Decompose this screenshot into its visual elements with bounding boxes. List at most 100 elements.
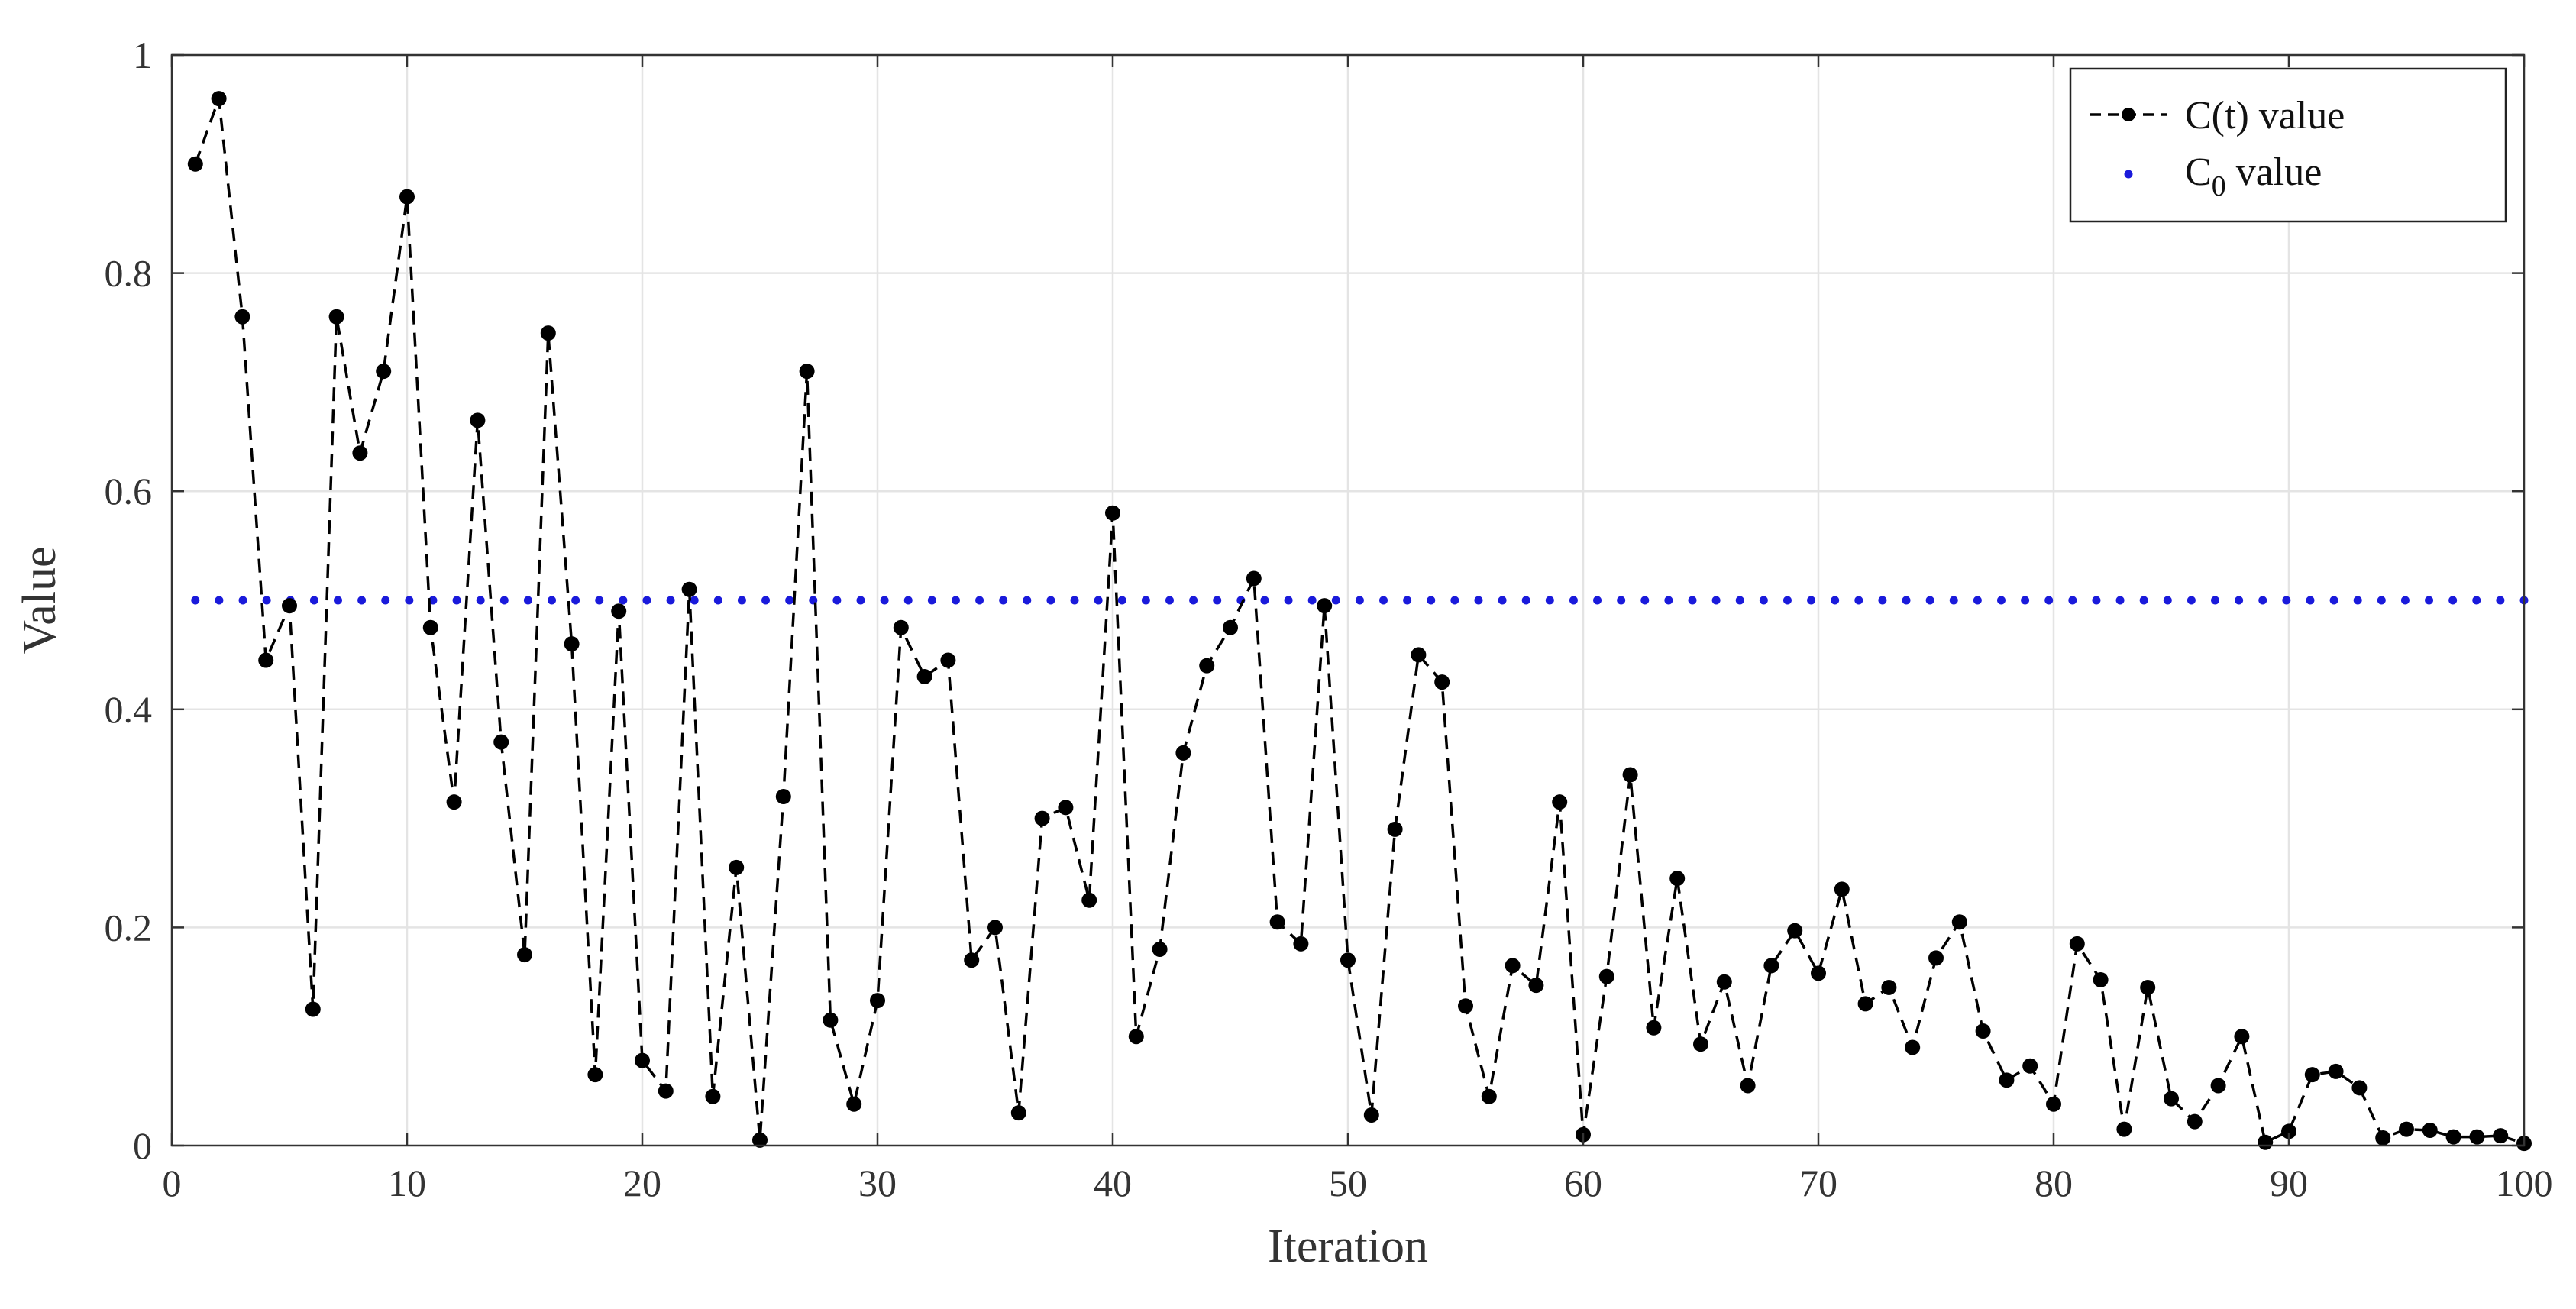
c0-dot xyxy=(1331,596,1340,605)
ct-data-point xyxy=(211,91,227,107)
c0-dot xyxy=(1854,596,1863,605)
c0-dot xyxy=(405,596,414,605)
y-axis-title: Value xyxy=(14,546,66,654)
c0-dot xyxy=(357,596,367,605)
c0-dot xyxy=(452,596,461,605)
ct-data-point xyxy=(2493,1128,2509,1144)
c0-dot xyxy=(2448,596,2458,605)
c0-dot xyxy=(1403,596,1412,605)
ct-data-point xyxy=(1034,810,1050,826)
c0-dot xyxy=(1925,596,1934,605)
ct-data-point xyxy=(517,947,532,963)
ct-data-point xyxy=(940,652,956,668)
c0-dot xyxy=(1711,596,1721,605)
c0-dot xyxy=(2235,596,2244,605)
tick-layer: 0 10 20 30 40 50 60 70 80 90 100 0 0.2 0.4 0.6 0.8 1 xyxy=(105,34,2553,1204)
x-tick-label-8: 80 xyxy=(2035,1162,2073,1204)
ct-data-point xyxy=(1481,1088,1497,1104)
c0-dot xyxy=(1949,596,1958,605)
ct-data-point xyxy=(564,636,580,652)
ct-data-point xyxy=(1622,767,1638,783)
ct-data-point xyxy=(681,581,697,597)
c0-dot xyxy=(975,596,984,605)
ct-data-point xyxy=(752,1132,768,1148)
c0-dot xyxy=(737,596,746,605)
c0-dot xyxy=(215,596,224,605)
c0-dot xyxy=(1474,596,1483,605)
c0-dot xyxy=(856,596,865,605)
c0-dot xyxy=(1831,596,1840,605)
ct-data-point xyxy=(1787,923,1803,939)
c0-dot xyxy=(2068,596,2077,605)
c0-dot xyxy=(761,596,771,605)
ct-data-point xyxy=(1152,941,1168,957)
c0-dot xyxy=(1094,596,1103,605)
ct-data-point xyxy=(1175,745,1191,761)
ct-data-point xyxy=(799,364,815,380)
c0-dot xyxy=(238,596,247,605)
ct-data-point xyxy=(2281,1123,2296,1139)
ct-data-point xyxy=(1552,794,1568,810)
ct-data-point xyxy=(328,309,344,325)
ct-data-point xyxy=(1857,996,1873,1012)
c0-dot xyxy=(2400,596,2410,605)
c0-dot xyxy=(2425,596,2434,605)
ct-data-point xyxy=(1199,658,1215,674)
x-tick-label-5: 50 xyxy=(1329,1162,1367,1204)
ct-data-point xyxy=(2164,1091,2179,1107)
ct-data-point xyxy=(2304,1067,2320,1083)
c0-dot xyxy=(1996,596,2006,605)
c0-dot xyxy=(476,596,485,605)
ct-data-point xyxy=(2093,971,2109,987)
ct-data-point xyxy=(2210,1078,2226,1094)
ct-data-point xyxy=(305,1001,321,1017)
legend: C(t) value C0 value xyxy=(2069,67,2507,223)
c0-dot xyxy=(1688,596,1697,605)
c0-dot xyxy=(523,596,532,605)
ct-data-point xyxy=(2187,1113,2203,1130)
c0-dot xyxy=(1379,596,1388,605)
ct-data-point xyxy=(2328,1063,2344,1079)
ct-data-point xyxy=(729,859,745,875)
ct-data-point xyxy=(1458,998,1473,1014)
ct-data-point xyxy=(352,445,368,461)
c0-dot xyxy=(642,596,651,605)
c0-dot xyxy=(1070,596,1079,605)
ct-data-point xyxy=(1528,978,1544,994)
ct-data-point xyxy=(658,1083,674,1099)
legend-entry-c0-subscript: 0 xyxy=(2212,170,2226,202)
c0-dot xyxy=(1521,596,1530,605)
ct-data-point xyxy=(587,1067,603,1083)
c0-dot xyxy=(903,596,913,605)
ct-data-point xyxy=(870,993,885,1009)
ct-data-point xyxy=(1010,1105,1026,1121)
c0-dot xyxy=(832,596,842,605)
x-tick-label-10: 100 xyxy=(2496,1162,2553,1204)
c0-dot xyxy=(1640,596,1650,605)
c0-dot xyxy=(1117,596,1126,605)
ct-series-line xyxy=(194,97,2525,1145)
c0-dot xyxy=(2021,596,2030,605)
ct-data-point xyxy=(470,412,486,428)
ct-data-point xyxy=(1811,965,1826,981)
c0-dot xyxy=(309,596,318,605)
ct-data-point xyxy=(282,598,297,614)
c0-dot xyxy=(2377,596,2386,605)
c0-dot xyxy=(619,596,628,605)
c0-dot xyxy=(1664,596,1673,605)
ct-data-point xyxy=(1128,1029,1144,1045)
legend-swatch-c0-dot xyxy=(2124,170,2133,179)
x-tick-label-2: 20 xyxy=(623,1162,661,1204)
legend-entry-c0-rest: value xyxy=(2226,150,2322,194)
c0-dot xyxy=(2496,596,2505,605)
ct-data-point xyxy=(893,619,909,635)
ct-data-point xyxy=(1058,800,1074,816)
ct-data-point xyxy=(2069,936,2085,952)
y-tick-label-1: 0.2 xyxy=(105,906,153,949)
y-tick-label-0: 0 xyxy=(133,1124,152,1167)
c0-dot xyxy=(927,596,936,605)
ct-data-point xyxy=(1317,598,1333,614)
ct-data-point xyxy=(1434,674,1450,690)
legend-swatch-ct-marker xyxy=(2122,108,2135,121)
